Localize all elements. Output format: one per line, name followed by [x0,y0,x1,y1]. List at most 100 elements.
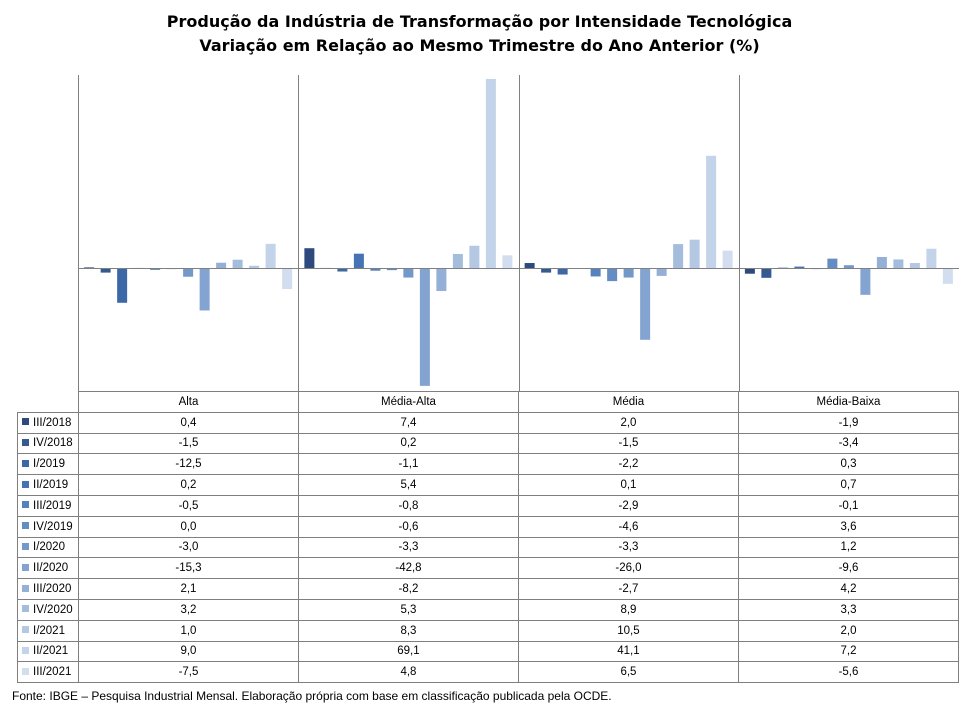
bar [744,268,755,274]
table-row: III/2019 -0,5 -0,8 -2,9 -0,1 [17,494,959,517]
data-label: -7,5 [77,661,299,684]
data-label: -3,3 [517,536,739,559]
table-row: II/2020 -15,3 -42,8 -26,0 -9,6 [17,557,959,580]
legend-swatch [22,584,29,592]
bar [282,268,293,290]
legend-entry: II/2021 [17,640,79,663]
bar [860,268,871,295]
data-label: -0,8 [297,494,519,517]
bar [100,268,111,273]
category-label: Média-Alta [297,391,519,413]
data-label: -12,5 [77,453,299,476]
data-table: Alta Média-Alta Média Média-Baixa III/2018 0,… [17,391,959,684]
data-label: 0,2 [77,474,299,496]
series-name: I/2020 [33,541,65,554]
bar [942,268,953,284]
bar [706,155,717,269]
legend-entry: IV/2018 [17,432,79,455]
legend-swatch [22,480,29,488]
bar [926,248,937,269]
series-name: IV/2018 [33,437,73,450]
legend-entry: III/2020 [17,578,79,600]
data-label: -0,5 [77,494,299,517]
series-name: III/2021 [33,666,72,679]
bar [249,265,260,269]
data-label: 9,0 [77,640,299,663]
series-name: IV/2020 [33,603,73,616]
data-label: -0,6 [297,515,519,538]
data-label: 2,1 [77,578,299,600]
table-row: III/2018 0,4 7,4 2,0 -1,9 [17,411,959,434]
data-label: 0,2 [297,432,519,455]
data-label: 1,0 [77,619,299,642]
legend-entry: III/2019 [17,494,79,517]
data-label: 6,5 [517,661,739,684]
table-row: III/2021 -7,5 4,8 6,5 -5,6 [17,661,959,684]
source-note: Fonte: IBGE – Pesquisa Industrial Mensal… [12,689,612,703]
legend-entry: III/2018 [17,411,79,434]
category-label: Alta [77,391,299,413]
bar [216,262,227,269]
data-label: 4,8 [297,661,519,684]
table-row: I/2021 1,0 8,3 10,5 2,0 [17,619,959,642]
legend-entry: I/2019 [17,453,79,476]
legend-entry: II/2019 [17,474,79,496]
data-label: 0,3 [737,453,959,476]
data-label: -1,5 [517,432,739,455]
series-name: II/2020 [33,562,69,575]
table-row: I/2020 -3,0 -3,3 -3,3 1,2 [17,536,959,559]
bar [232,259,243,269]
data-label: 3,3 [737,598,959,621]
legend-entry: III/2021 [17,661,79,684]
legend-swatch [22,605,29,613]
data-label: 2,0 [737,619,959,642]
data-label: 41,1 [517,640,739,663]
bar [183,268,194,277]
legend-swatch [22,626,29,634]
data-label: -3,3 [297,536,519,559]
data-label: -3,0 [77,536,299,559]
data-label: -8,2 [297,578,519,600]
bar [419,268,430,386]
bar [452,253,463,269]
bar [623,268,634,278]
bar [386,268,397,271]
data-label: 7,2 [737,640,959,663]
category-label: Média-Baixa [737,391,959,413]
legend-entry: II/2020 [17,557,79,580]
chart-title-line-1: Produção da Indústria de Transformação p… [166,12,793,31]
legend-swatch [22,459,29,467]
bar [199,268,210,311]
data-label: 8,9 [517,598,739,621]
legend-swatch [22,542,29,550]
table-row: II/2021 9,0 69,1 41,1 7,2 [17,640,959,663]
legend-entry: I/2020 [17,536,79,559]
data-label: 4,2 [737,578,959,600]
bar [150,268,161,270]
legend-swatch [22,438,29,446]
data-label: 8,3 [297,619,519,642]
series-name: III/2018 [33,416,72,429]
bar [893,259,904,269]
bar [761,268,772,278]
data-label: 0,1 [517,474,739,496]
bar [794,266,805,269]
bar [304,248,315,269]
data-label: 10,5 [517,619,739,642]
data-label: -2,9 [517,494,739,517]
series-name: I/2021 [33,624,65,637]
bar [876,256,887,269]
data-label: -26,0 [517,557,739,580]
data-label: -2,7 [517,578,739,600]
bar [909,263,920,269]
data-label: -4,6 [517,515,739,538]
data-label: -1,9 [737,411,959,434]
data-label: -42,8 [297,557,519,580]
table-corner [17,391,79,413]
legend-swatch [22,522,29,530]
category-label: Média [517,391,739,413]
data-label: -5,6 [737,661,959,684]
bar [403,268,414,278]
bar [827,258,838,269]
data-label: 69,1 [297,640,519,663]
